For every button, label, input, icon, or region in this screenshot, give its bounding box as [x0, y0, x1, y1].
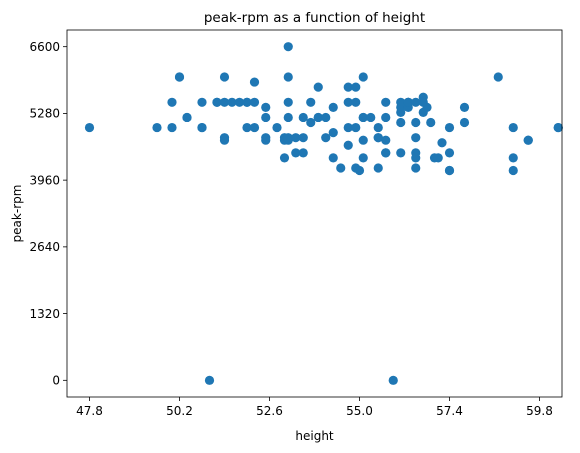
data-point: [411, 163, 420, 172]
data-point: [381, 136, 390, 145]
data-point: [396, 148, 405, 157]
y-tick-label: 6600: [29, 40, 60, 54]
x-tick-label: 55.0: [346, 404, 373, 418]
data-point: [284, 42, 293, 51]
data-point: [359, 153, 368, 162]
data-point: [374, 123, 383, 132]
data-point: [220, 72, 229, 81]
data-point: [445, 148, 454, 157]
y-tick-label: 5280: [29, 107, 60, 121]
data-point: [182, 113, 191, 122]
x-tick-label: 47.8: [76, 404, 103, 418]
data-point: [374, 163, 383, 172]
data-point: [205, 376, 214, 385]
data-point: [389, 376, 398, 385]
data-point: [396, 108, 405, 117]
data-point: [336, 163, 345, 172]
data-point: [261, 113, 270, 122]
x-axis-label: height: [295, 429, 334, 443]
data-point: [306, 98, 315, 107]
x-tick-label: 59.8: [526, 404, 553, 418]
data-point: [167, 123, 176, 132]
data-point: [554, 123, 563, 132]
data-point: [220, 133, 229, 142]
y-axis-label: peak-rpm: [10, 185, 24, 243]
y-tick-label: 2640: [29, 240, 60, 254]
data-point: [359, 72, 368, 81]
data-point: [329, 128, 338, 137]
data-point: [250, 98, 259, 107]
data-point: [381, 113, 390, 122]
y-tick-label: 0: [52, 374, 60, 388]
data-point: [306, 118, 315, 127]
y-tick-label: 3960: [29, 173, 60, 187]
data-point: [422, 103, 431, 112]
data-point: [261, 103, 270, 112]
data-point: [351, 98, 360, 107]
data-point: [299, 148, 308, 157]
data-point: [284, 72, 293, 81]
data-point: [437, 138, 446, 147]
data-point: [329, 103, 338, 112]
data-point: [494, 72, 503, 81]
data-point: [445, 166, 454, 175]
data-point: [261, 136, 270, 145]
data-point: [321, 113, 330, 122]
data-point: [381, 148, 390, 157]
data-point: [351, 83, 360, 92]
data-point: [272, 123, 281, 132]
data-point: [314, 83, 323, 92]
data-point: [426, 118, 435, 127]
data-point: [167, 98, 176, 107]
data-point: [460, 103, 469, 112]
x-tick-label: 57.4: [436, 404, 463, 418]
data-point: [85, 123, 94, 132]
x-tick-label: 50.2: [166, 404, 193, 418]
data-point: [355, 166, 364, 175]
y-tick-label: 1320: [29, 307, 60, 321]
data-point: [175, 72, 184, 81]
data-point: [509, 123, 518, 132]
data-point: [321, 133, 330, 142]
data-point: [250, 77, 259, 86]
data-point: [411, 133, 420, 142]
data-point: [197, 98, 206, 107]
data-point: [411, 153, 420, 162]
data-point: [250, 123, 259, 132]
data-point: [344, 141, 353, 150]
x-axis-ticks: 47.8 50.2 52.6 55.0 57.4 59.8: [76, 397, 553, 418]
data-point: [509, 166, 518, 175]
data-point: [329, 153, 338, 162]
points-layer: [85, 42, 563, 385]
data-point: [152, 123, 161, 132]
data-point: [381, 98, 390, 107]
data-point: [280, 153, 289, 162]
data-point: [445, 123, 454, 132]
data-point: [359, 136, 368, 145]
y-axis-ticks: 0 1320 2640 3960 5280 6600: [29, 40, 67, 388]
chart-title: peak-rpm as a function of height: [204, 10, 425, 26]
data-point: [434, 153, 443, 162]
data-point: [460, 118, 469, 127]
x-tick-label: 52.6: [256, 404, 283, 418]
data-point: [509, 153, 518, 162]
data-point: [299, 133, 308, 142]
data-point: [366, 113, 375, 122]
data-point: [396, 118, 405, 127]
data-point: [299, 113, 308, 122]
data-point: [411, 118, 420, 127]
data-point: [284, 113, 293, 122]
data-point: [284, 98, 293, 107]
data-point: [524, 136, 533, 145]
data-point: [197, 123, 206, 132]
data-point: [351, 123, 360, 132]
